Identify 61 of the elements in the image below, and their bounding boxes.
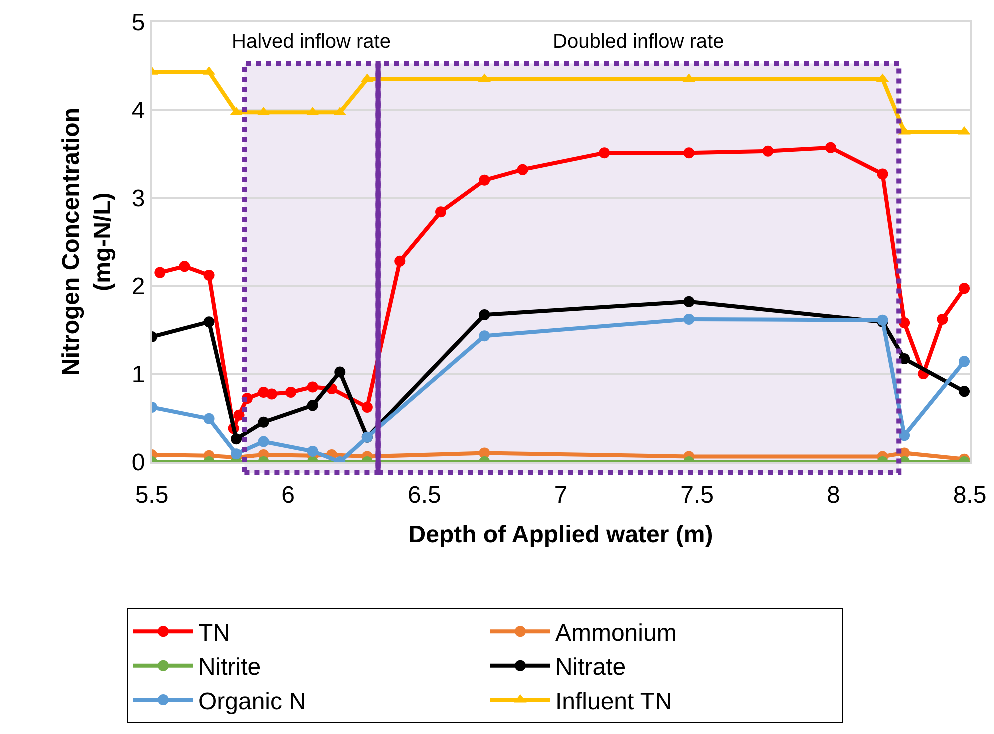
point <box>362 402 373 413</box>
point <box>599 148 610 159</box>
point <box>517 164 528 176</box>
y-tick-label: 3 <box>132 185 146 212</box>
y-tick-label: 1 <box>132 361 146 388</box>
point <box>762 146 774 157</box>
point <box>825 142 836 154</box>
x-tick-label: 6.5 <box>408 482 442 509</box>
point <box>307 400 318 412</box>
point <box>266 388 278 400</box>
point <box>684 148 695 159</box>
x-tick-label: 5.5 <box>135 482 169 509</box>
point <box>231 448 242 460</box>
point <box>204 413 215 424</box>
point <box>179 261 190 272</box>
point <box>937 314 948 325</box>
legend-label: Nitrite <box>198 654 262 682</box>
point <box>959 356 970 368</box>
x-axis-title: Depth of Applied water (m) <box>408 522 714 549</box>
point <box>479 310 490 321</box>
x-tick-label: 6 <box>282 482 296 509</box>
x-tick-label: 8.5 <box>953 482 987 509</box>
point <box>479 330 490 342</box>
point <box>479 174 490 186</box>
y-axis-title: Nitrogen Concentration (mg-N/L) <box>58 108 116 376</box>
point <box>258 416 270 428</box>
point <box>307 446 318 457</box>
x-tick-label: 7.5 <box>680 482 714 509</box>
point <box>154 267 166 278</box>
point <box>959 386 970 398</box>
point <box>479 448 490 459</box>
point <box>684 314 695 325</box>
point <box>899 430 910 442</box>
point <box>231 434 242 445</box>
point <box>286 386 297 398</box>
y-tick-label: 5 <box>132 9 146 36</box>
point <box>436 206 447 218</box>
band-label: Doubled inflow rate <box>553 31 724 53</box>
point <box>684 296 695 308</box>
legend-label: Ammonium <box>555 620 677 647</box>
point <box>394 256 406 267</box>
legend-label: Nitrate <box>555 654 626 682</box>
point <box>899 354 910 365</box>
point <box>334 366 346 378</box>
legend-label: Organic N <box>198 688 307 716</box>
point <box>204 316 215 328</box>
x-tick-label: 7 <box>554 482 568 509</box>
point <box>958 126 970 135</box>
point <box>877 168 888 180</box>
y-tick-label: 4 <box>132 97 146 124</box>
band-label: Halved inflow rate <box>232 31 391 53</box>
point <box>959 283 970 294</box>
x-tick-label: 8 <box>826 482 840 509</box>
y-tick-label: 0 <box>132 449 146 476</box>
legend-label: Influent TN <box>555 688 672 716</box>
point <box>234 410 245 421</box>
point <box>307 382 318 393</box>
point <box>258 436 270 448</box>
point <box>204 270 215 281</box>
legend-label: TN <box>198 620 230 647</box>
y-tick-label: 2 <box>132 273 146 300</box>
